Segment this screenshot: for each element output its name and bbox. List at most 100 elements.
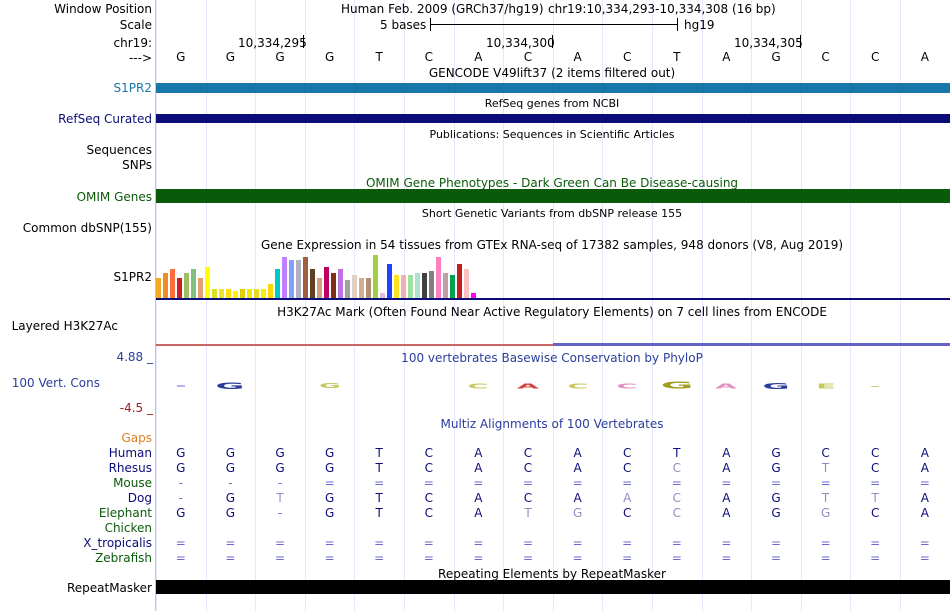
publications-label-snps[interactable]: SNPs (122, 158, 152, 172)
gtex-tissue-bar[interactable] (310, 269, 316, 298)
alignment-base: = (770, 551, 782, 565)
refseq-track-label[interactable]: RefSeq Curated (58, 112, 152, 126)
publications-label-sequences[interactable]: Sequences (86, 143, 152, 157)
refseq-title[interactable]: RefSeq genes from NCBI (484, 97, 620, 110)
gtex-tissue-bar[interactable] (247, 289, 253, 298)
gtex-tissue-bar[interactable] (163, 273, 169, 298)
repeatmasker-title[interactable]: Repeating Elements by RepeatMasker (438, 567, 666, 581)
gtex-tissue-bar[interactable] (177, 278, 183, 298)
guideline (602, 0, 603, 611)
gtex-tissue-bar[interactable] (156, 278, 162, 298)
refseq-gene-bar[interactable] (156, 114, 950, 123)
gtex-tissue-bar[interactable] (401, 275, 407, 298)
gtex-tissue-bar[interactable] (415, 273, 421, 298)
gtex-tissue-bar[interactable] (170, 269, 176, 298)
publications-title[interactable]: Publications: Sequences in Scientific Ar… (429, 128, 675, 141)
gtex-tissue-bar[interactable] (317, 278, 323, 298)
phylop-track-label[interactable]: 100 Vert. Cons (11, 376, 100, 390)
species-label[interactable]: Rhesus (108, 461, 152, 475)
gtex-tissue-bar[interactable] (198, 278, 204, 298)
omim-phenotype-bar[interactable] (156, 189, 950, 203)
phylop-logo-letter[interactable]: C (467, 381, 489, 391)
gtex-tissue-bar[interactable] (422, 273, 428, 298)
gtex-tissue-bar[interactable] (324, 267, 330, 298)
phylop-logo-letter[interactable]: - (870, 382, 881, 390)
gtex-tissue-bar[interactable] (429, 271, 435, 298)
h3k27ac-signal-left[interactable] (156, 344, 553, 346)
phylop-logo-letter[interactable]: G (215, 380, 245, 391)
phylop-logo-letter[interactable]: - (175, 382, 187, 390)
h3k27ac-track-label[interactable]: Layered H3K27Ac (11, 319, 118, 333)
species-label[interactable]: Human (108, 446, 152, 460)
phylop-logo-letter[interactable]: C (616, 381, 638, 391)
gtex-tissue-bar[interactable] (282, 257, 288, 298)
repeatmasker-track-label[interactable]: RepeatMasker (66, 581, 152, 595)
scale-bar-right-tick (677, 18, 678, 31)
gtex-title[interactable]: Gene Expression in 54 tissues from GTEx … (260, 238, 844, 252)
gtex-tissue-bar[interactable] (261, 289, 267, 298)
gtex-tissue-bar[interactable] (226, 289, 232, 298)
omim-track-label[interactable]: OMIM Genes (76, 190, 152, 204)
gtex-track-label[interactable]: S1PR2 (113, 270, 152, 284)
gencode-title[interactable]: GENCODE V49lift37 (2 items filtered out) (428, 66, 676, 80)
gtex-tissue-bar[interactable] (233, 291, 239, 298)
species-label[interactable]: Chicken (104, 521, 152, 535)
gtex-tissue-bar[interactable] (289, 260, 295, 298)
gtex-tissue-bar[interactable] (275, 269, 281, 298)
gtex-tissue-bar[interactable] (212, 289, 218, 298)
gtex-tissue-bar[interactable] (408, 275, 414, 298)
gencode-gene-bar[interactable] (156, 83, 950, 93)
phylop-logo-letter[interactable]: E (815, 381, 836, 391)
dbsnp-title[interactable]: Short Genetic Variants from dbSNP releas… (421, 207, 683, 220)
phylop-title[interactable]: 100 vertebrates Basewise Conservation by… (401, 351, 703, 365)
gtex-tissue-bar[interactable] (387, 264, 393, 298)
position-text[interactable]: chr19:10,334,293-10,334,308 (16 bp) (548, 2, 776, 16)
gtex-tissue-bar[interactable] (254, 289, 260, 298)
phylop-logo-letter[interactable]: A (516, 381, 540, 391)
phylop-logo-letter[interactable]: G (762, 380, 790, 391)
gtex-tissue-bar[interactable] (394, 275, 400, 298)
species-label[interactable]: Mouse (113, 476, 152, 490)
gtex-tissue-bar[interactable] (359, 278, 365, 298)
gtex-tissue-bar[interactable] (352, 275, 358, 298)
gtex-tissue-bar[interactable] (464, 269, 470, 298)
gtex-tissue-bar[interactable] (268, 284, 274, 298)
repeatmasker-bar[interactable] (156, 580, 950, 594)
species-label[interactable]: X_tropicalis (83, 536, 152, 550)
gtex-tissue-bar[interactable] (205, 267, 211, 298)
gtex-tissue-bar[interactable] (450, 275, 456, 298)
phylop-logo-letter[interactable]: A (715, 381, 738, 391)
scale-label: Scale (119, 18, 152, 32)
gencode-track-label[interactable]: S1PR2 (113, 81, 152, 95)
phylop-logo-letter[interactable]: C (567, 381, 589, 391)
gtex-tissue-bar[interactable] (443, 273, 449, 298)
gtex-tissue-bar[interactable] (219, 289, 225, 298)
gtex-tissue-bar[interactable] (373, 255, 379, 298)
multiz-title[interactable]: Multiz Alignments of 100 Vertebrates (440, 417, 664, 431)
gtex-tissue-bar[interactable] (471, 293, 477, 298)
gtex-tissue-bar[interactable] (345, 280, 351, 298)
phylop-logo-letter[interactable]: G (660, 379, 694, 392)
species-label[interactable]: Zebrafish (95, 551, 152, 565)
phylop-logo-letter[interactable]: G (318, 382, 341, 390)
dbsnp-track-label[interactable]: Common dbSNP(155) (22, 221, 152, 235)
gtex-tissue-bar[interactable] (338, 269, 344, 298)
gtex-tissue-bar[interactable] (366, 278, 372, 298)
omim-title[interactable]: OMIM Gene Phenotypes - Dark Green Can Be… (365, 176, 739, 190)
gtex-tissue-bar[interactable] (380, 293, 386, 298)
gtex-tissue-bar[interactable] (457, 264, 463, 298)
gtex-tissue-bar[interactable] (303, 257, 309, 298)
gtex-tissue-bar[interactable] (436, 257, 442, 298)
gtex-tissue-bar[interactable] (240, 289, 246, 298)
species-label[interactable]: Dog (127, 491, 152, 505)
gtex-tissue-bar[interactable] (191, 269, 197, 298)
h3k27ac-title[interactable]: H3K27Ac Mark (Often Found Near Active Re… (277, 305, 827, 319)
gtex-tissue-bar[interactable] (184, 273, 190, 298)
species-label[interactable]: Elephant (98, 506, 152, 520)
gtex-tissue-bar[interactable] (331, 273, 337, 298)
alignment-base: = (522, 551, 534, 565)
multiz-gaps-label[interactable]: Gaps (121, 431, 152, 445)
gtex-tissue-bar[interactable] (296, 260, 302, 298)
h3k27ac-signal-right[interactable] (553, 343, 950, 346)
